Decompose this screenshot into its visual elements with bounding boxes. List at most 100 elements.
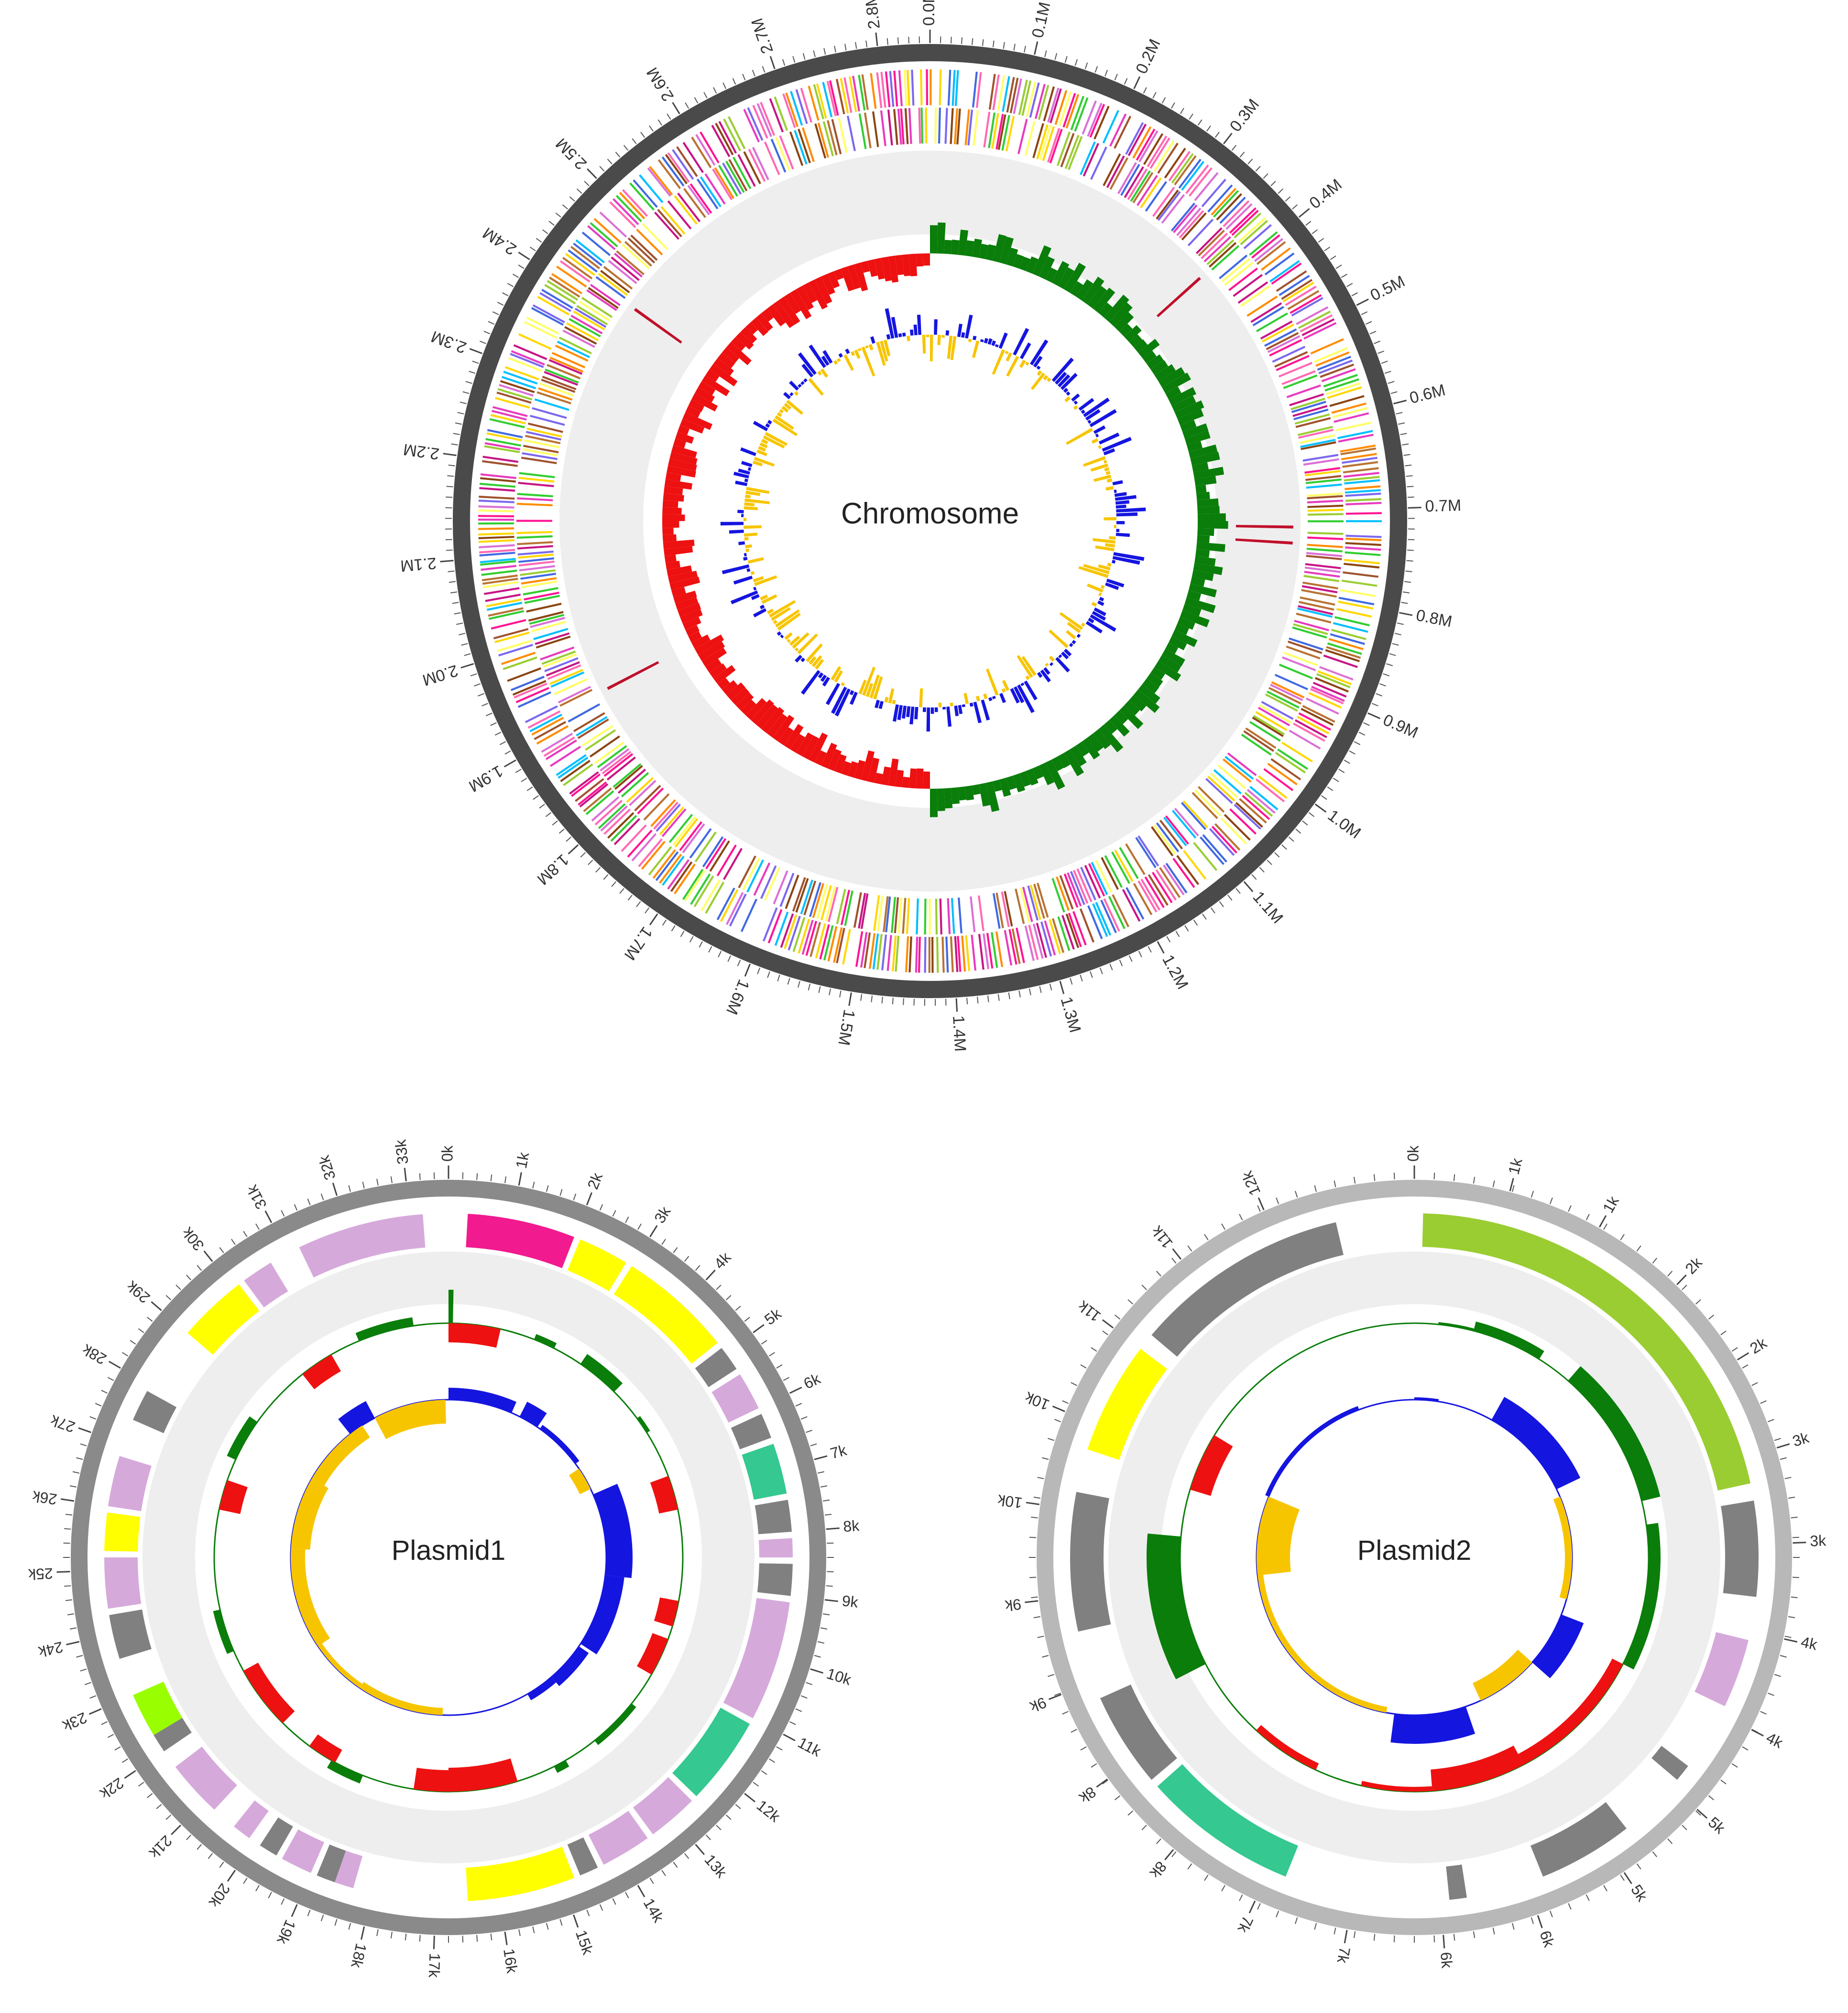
forward-cds-feature xyxy=(1225,815,1250,840)
reverse-cds-feature xyxy=(873,111,878,147)
chromosome-minor-tick xyxy=(539,804,545,808)
chromosome-minor-tick xyxy=(1263,174,1268,178)
chromosome-minor-tick xyxy=(466,381,472,383)
gc-content-bar-minus xyxy=(909,768,917,788)
plasmid2-minor-tick xyxy=(1142,1285,1147,1290)
plasmid1-minor-tick xyxy=(80,1669,87,1671)
plasmid2-minor-tick xyxy=(1091,1348,1097,1351)
reverse-cds-feature xyxy=(959,898,962,934)
chromosome-minor-tick xyxy=(449,581,456,582)
plasmid2-minor-tick xyxy=(1142,1825,1147,1830)
plasmid2-minor-tick xyxy=(1785,1636,1792,1638)
forward-cds-feature xyxy=(946,936,948,972)
reverse-cds-feature xyxy=(1091,147,1106,180)
chromosome-minor-tick xyxy=(1336,265,1342,268)
gc-skew-bar-plus xyxy=(965,315,973,338)
chromosome-minor-tick xyxy=(505,751,511,754)
chromosome-minor-tick xyxy=(507,283,513,287)
chromosome-minor-tick xyxy=(641,132,645,137)
chromosome-minor-tick xyxy=(1171,103,1175,109)
gc-skew-bar-minus xyxy=(968,339,972,343)
plasmid1-tick-label: 8k xyxy=(842,1517,860,1535)
gc-skew-bar-plus xyxy=(753,608,766,618)
gc-skew-bar-plus xyxy=(729,530,744,533)
plasmid2-major-tick xyxy=(1165,1850,1173,1860)
plasmid1-minor-tick xyxy=(673,1862,677,1867)
chromosome-minor-tick xyxy=(1374,341,1380,344)
plasmid2-minor-tick xyxy=(1682,1825,1687,1830)
chromosome-minor-tick xyxy=(672,925,675,931)
plasmid1-tick-label: 28k xyxy=(79,1340,109,1368)
plasmid1-gene-arc xyxy=(759,1538,793,1557)
forward-cds-feature xyxy=(871,73,876,109)
plasmid2-minor-tick xyxy=(1708,1795,1714,1800)
plasmid2-tick-label: 8k xyxy=(1076,1783,1099,1807)
chromosome-minor-tick xyxy=(1292,205,1298,209)
gc-skew-bar-minus xyxy=(858,348,862,351)
gc-skew-bar-plus xyxy=(927,707,930,731)
forward-cds-feature xyxy=(1345,553,1381,555)
gc-skew-bar-plus xyxy=(803,378,808,382)
forward-cds-feature xyxy=(656,852,678,881)
chromosome-minor-tick xyxy=(1211,908,1215,913)
plasmid1-minor-tick xyxy=(673,1247,677,1252)
gc-skew-bar-minus xyxy=(926,335,929,337)
plasmid1-minor-tick xyxy=(377,1179,378,1186)
plasmid1-minor-tick xyxy=(70,1628,77,1629)
plasmid1-minor-tick xyxy=(814,1655,821,1657)
gc-skew-bar-minus xyxy=(1002,688,1006,693)
reverse-cds-feature xyxy=(1228,753,1256,775)
plasmid1-skew-bar-plus xyxy=(520,1402,547,1427)
gc-skew-bar-minus xyxy=(963,693,969,704)
forward-cds-feature xyxy=(820,925,829,959)
chromosome-minor-tick xyxy=(783,59,785,65)
forward-cds-feature xyxy=(1345,499,1381,501)
forward-cds-feature xyxy=(546,740,577,760)
plasmid2-tick-label: 0k xyxy=(1404,1145,1422,1162)
chromosome-tick-label: 1.6M xyxy=(722,977,753,1017)
reverse-cds-feature xyxy=(860,114,866,149)
forward-cds-feature xyxy=(549,277,580,296)
chromosome-tick-label: 0.9M xyxy=(1380,711,1421,742)
forward-cds-feature xyxy=(1088,103,1101,136)
reverse-cds-feature xyxy=(1154,825,1175,854)
plasmid1-minor-tick xyxy=(560,1919,562,1926)
plasmid1-minor-tick xyxy=(505,1176,506,1183)
plasmid1-minor-tick xyxy=(85,1683,91,1685)
chromosome-minor-tick xyxy=(480,341,486,344)
chromosome-minor-tick xyxy=(1252,874,1256,879)
plasmid1-minor-tick xyxy=(744,1317,750,1321)
chromosome-minor-tick xyxy=(1148,947,1151,952)
plasmid1-minor-tick xyxy=(533,1182,534,1188)
plasmid2-minor-tick xyxy=(1637,1246,1641,1251)
reverse-cds-feature xyxy=(1026,121,1035,156)
plasmid1-minor-tick xyxy=(547,1185,548,1192)
gc-skew-bar-minus xyxy=(745,495,751,499)
plasmid2-minor-tick xyxy=(1374,1934,1375,1941)
forward-cds-feature xyxy=(921,69,922,105)
reverse-cds-feature xyxy=(780,873,793,907)
chromosome-minor-tick xyxy=(1144,87,1147,94)
plasmid2-minor-tick xyxy=(1761,1711,1767,1714)
forward-cds-feature xyxy=(683,870,703,900)
forward-cds-feature xyxy=(479,545,515,547)
plasmid1-major-tick xyxy=(744,1794,755,1802)
plasmid1-major-tick xyxy=(361,1926,364,1939)
chromosome-major-tick xyxy=(504,760,516,767)
chromosome-minor-tick xyxy=(563,205,568,209)
plasmid2-minor-tick xyxy=(1239,1214,1242,1220)
chromosome-minor-tick xyxy=(559,829,564,833)
gc-skew-bar-minus xyxy=(1105,543,1115,547)
chromosome-minor-tick xyxy=(588,860,593,865)
plasmid1-skew-bar-minus xyxy=(312,1425,370,1486)
chromosome-minor-tick xyxy=(1407,486,1413,487)
plasmid1-major-tick xyxy=(405,1168,406,1181)
gc-skew-bar-minus xyxy=(1081,622,1085,627)
chromosome-minor-tick xyxy=(486,713,492,716)
plasmid1-skew-bar-plus xyxy=(540,1425,580,1464)
forward-cds-feature xyxy=(1345,536,1381,537)
forward-cds-feature xyxy=(1342,581,1377,586)
forward-cds-feature xyxy=(588,226,615,250)
